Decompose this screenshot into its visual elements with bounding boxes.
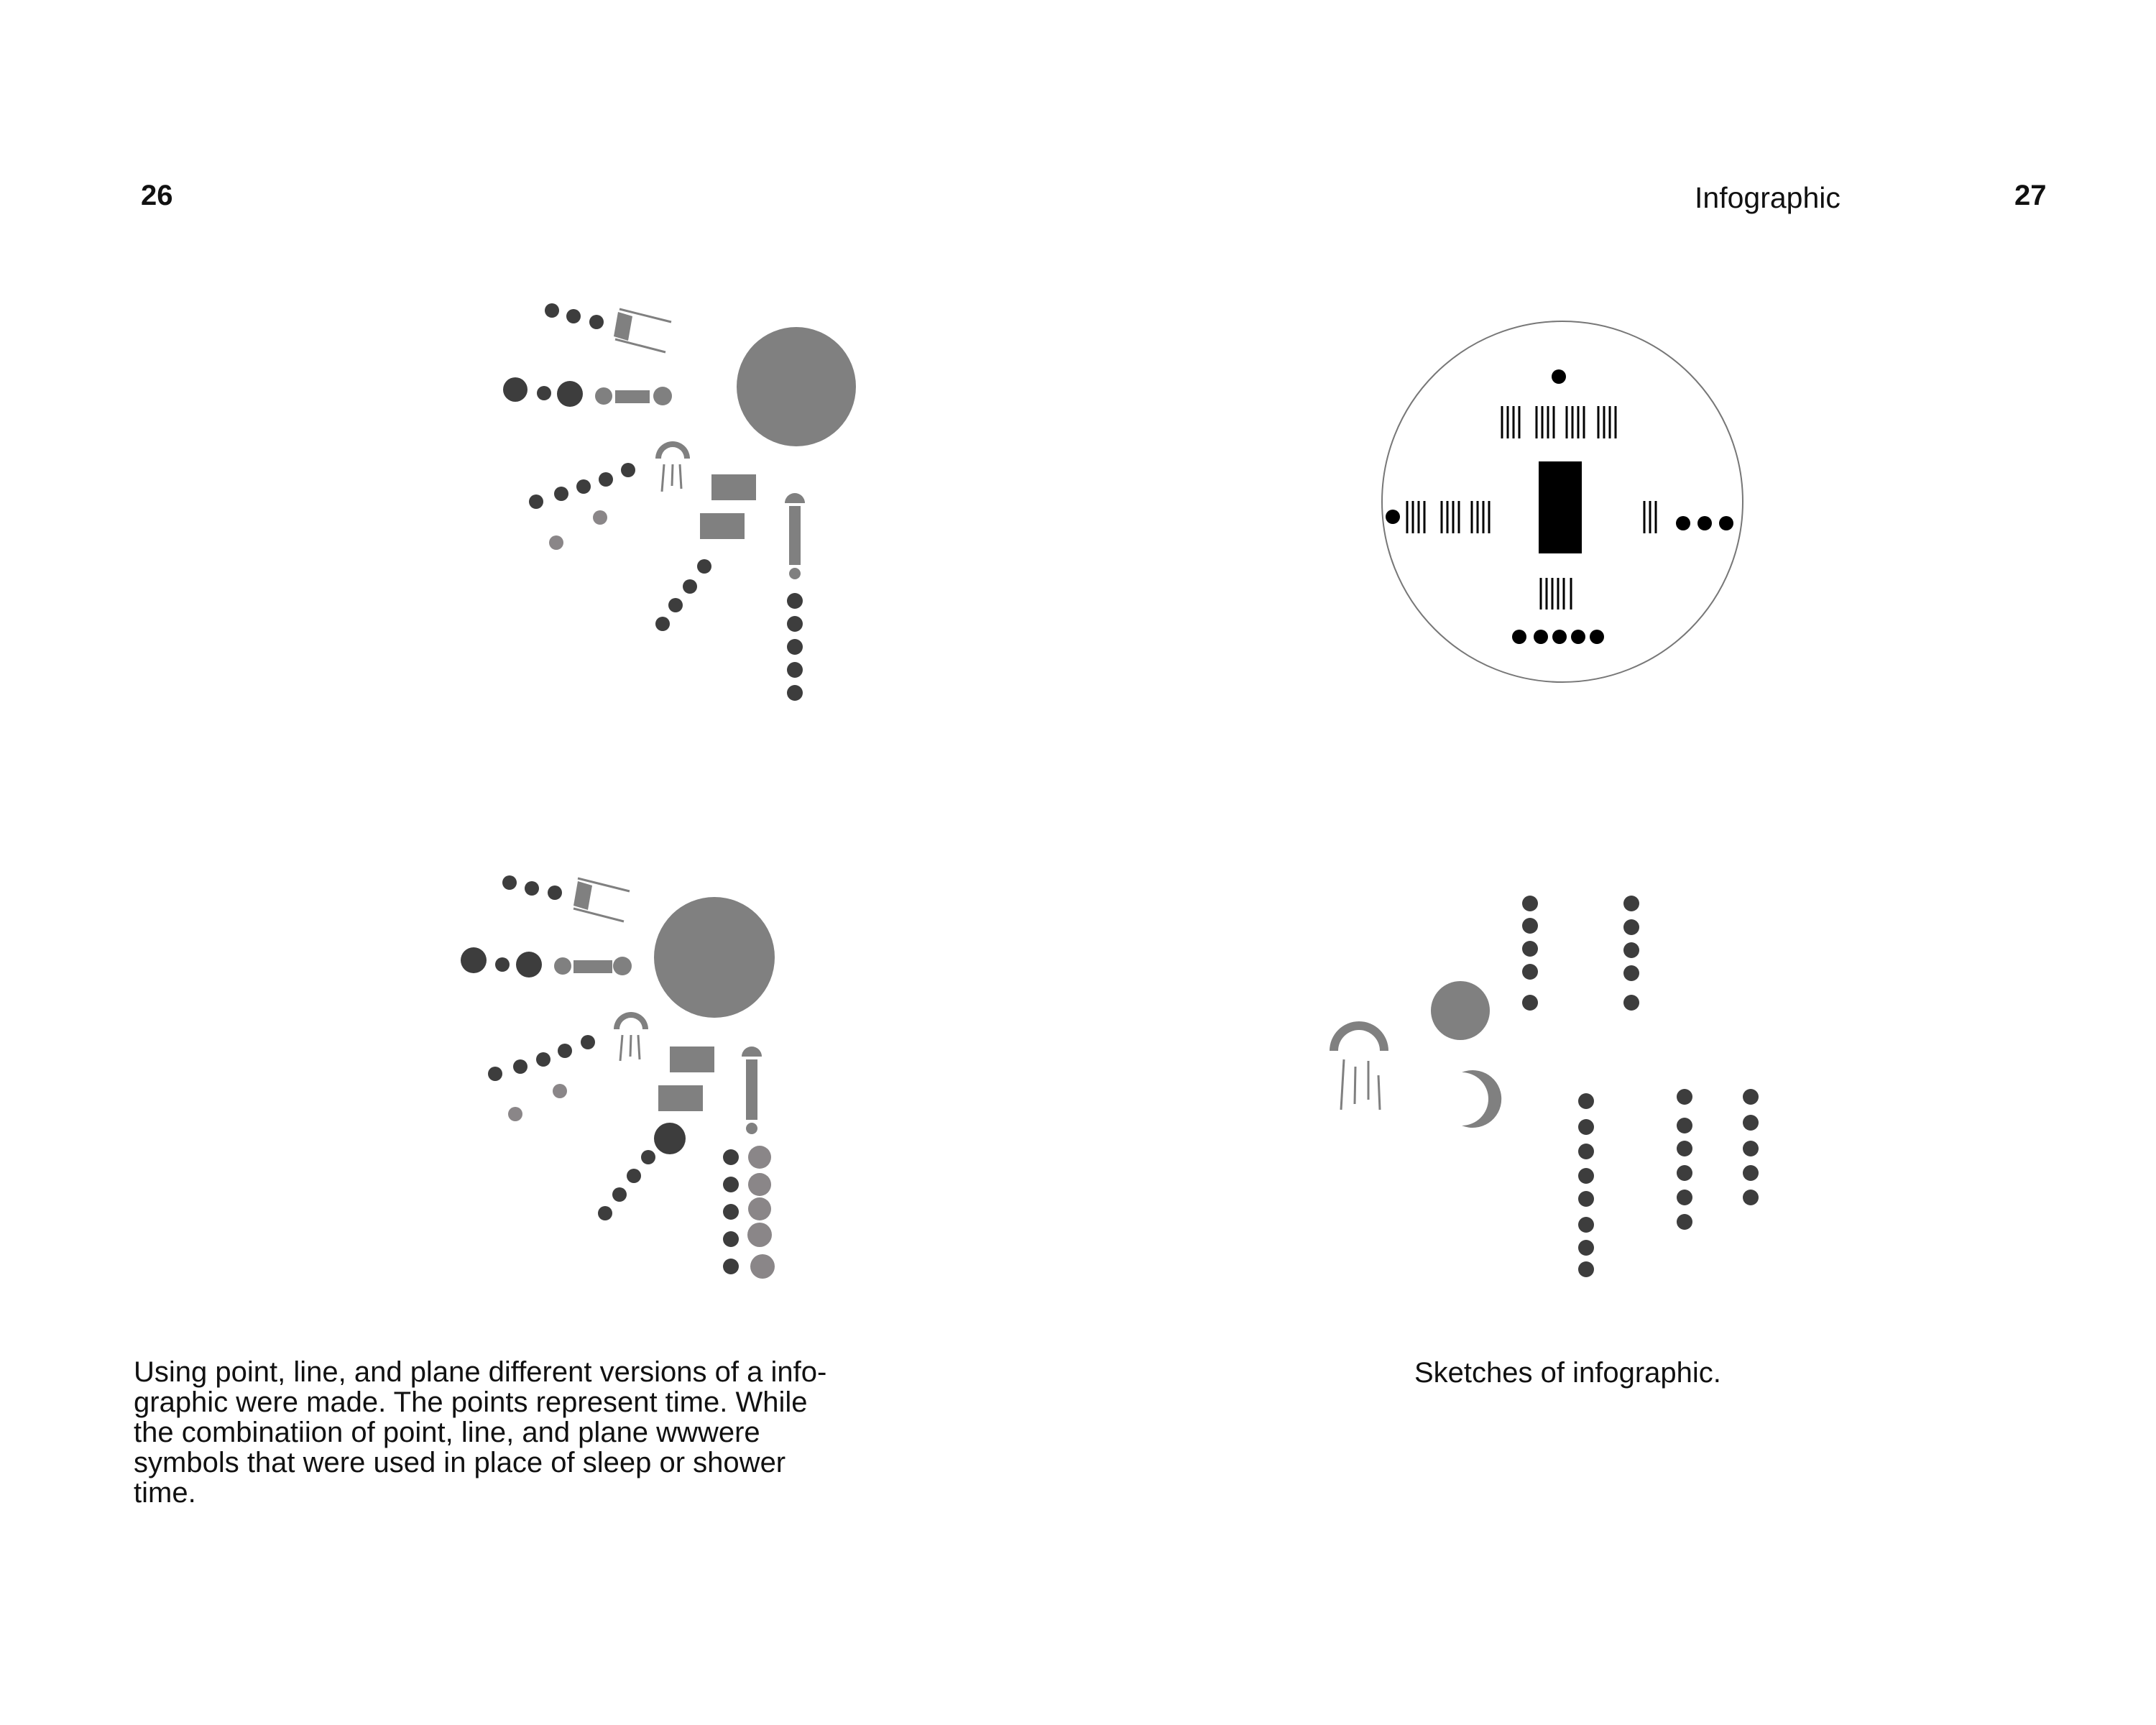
point-column bbox=[1522, 896, 1538, 1011]
shower-symbol bbox=[614, 1012, 648, 1062]
center-plane bbox=[1539, 461, 1582, 553]
circle-outline bbox=[1381, 321, 1743, 683]
infographic-version-1 bbox=[503, 303, 856, 701]
line-bar bbox=[742, 1046, 762, 1134]
tally-left bbox=[1406, 501, 1491, 533]
shower-sketch bbox=[1330, 1021, 1388, 1110]
point-large bbox=[654, 1123, 686, 1154]
points-right bbox=[1676, 516, 1733, 530]
point-single bbox=[508, 1107, 522, 1121]
page-number-left: 26 bbox=[141, 180, 173, 211]
point-left bbox=[1386, 510, 1400, 524]
bed-symbol bbox=[614, 308, 672, 354]
point-row-3 bbox=[529, 463, 635, 509]
tally-bottom bbox=[1539, 578, 1572, 610]
line-bar bbox=[785, 493, 805, 579]
point-row-2 bbox=[461, 947, 632, 978]
moon-sketch bbox=[1462, 1070, 1502, 1128]
shower-symbol bbox=[655, 441, 690, 492]
point-column bbox=[1578, 1093, 1594, 1277]
point-single bbox=[553, 1084, 567, 1098]
point-row-1 bbox=[545, 303, 604, 329]
point-diagonal bbox=[655, 559, 711, 631]
point-row-1 bbox=[502, 875, 562, 900]
figure-caption: Sketches of infographic. bbox=[1414, 1357, 1721, 1389]
bed-symbol bbox=[573, 877, 630, 923]
sun-plane bbox=[654, 897, 775, 1018]
tally-right bbox=[1643, 501, 1657, 533]
point-column bbox=[1677, 1089, 1692, 1230]
infographic-version-2 bbox=[461, 875, 775, 1279]
point-row-2 bbox=[503, 377, 672, 407]
infographic-sketch-circle bbox=[1381, 321, 1743, 683]
plane-rect bbox=[658, 1085, 703, 1111]
plane-rect bbox=[700, 513, 745, 539]
sun-plane bbox=[737, 327, 856, 446]
plane-rect bbox=[670, 1046, 714, 1072]
point-single bbox=[593, 510, 607, 525]
point-diagonal bbox=[598, 1150, 655, 1220]
points-bottom bbox=[1512, 630, 1604, 644]
point-column bbox=[787, 593, 803, 701]
point-top bbox=[1552, 369, 1566, 384]
point-row-3 bbox=[488, 1035, 595, 1081]
point-column bbox=[1623, 896, 1639, 1011]
page-number-right: 27 bbox=[2014, 180, 2047, 211]
point-column bbox=[723, 1149, 739, 1274]
infographic-sketch-elements bbox=[1330, 896, 1759, 1277]
tally-top bbox=[1501, 406, 1617, 438]
point-single bbox=[549, 535, 563, 550]
point-column-gray bbox=[747, 1146, 775, 1279]
sun-sketch bbox=[1431, 981, 1490, 1040]
plane-rect bbox=[711, 474, 756, 500]
body-paragraph: Using point, line, and plane different v… bbox=[134, 1356, 827, 1509]
running-head: Infographic bbox=[1695, 181, 1841, 214]
point-column bbox=[1743, 1089, 1759, 1205]
